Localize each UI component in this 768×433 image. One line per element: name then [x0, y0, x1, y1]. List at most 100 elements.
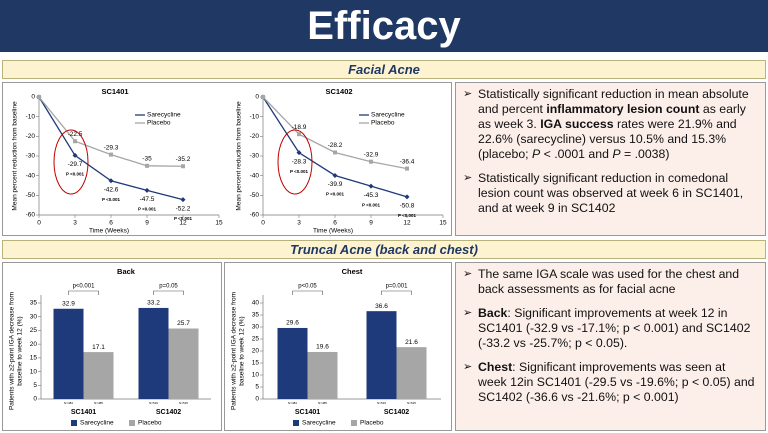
text-run: P — [532, 147, 541, 161]
text-run: as early as week 3. — [478, 102, 746, 131]
text-run: = .0038) — [620, 147, 670, 161]
p-bracket — [153, 290, 184, 295]
chart: Chest Patients with ≥2-point IGA decrease… — [231, 267, 441, 427]
y-tick-label: -20 — [26, 133, 36, 140]
y-tick-label: -60 — [26, 212, 36, 219]
bullet: Chest: Significant improvements was seen… — [463, 360, 757, 405]
bar — [168, 328, 199, 399]
n-label: N=515 — [407, 401, 416, 405]
y-tick-label: 35 — [30, 300, 38, 307]
bullet: Statistically significant reduction in m… — [463, 87, 757, 162]
legend-label: Sarecycline — [371, 112, 405, 119]
y-tick-label: -40 — [250, 172, 260, 179]
data-label: -35 — [142, 156, 152, 163]
n-label: N=515 — [179, 401, 188, 405]
p-value-label: P <0.001 — [326, 192, 345, 197]
n-label: N=485 — [94, 401, 103, 405]
marker — [368, 183, 374, 189]
y-tick-label: 0 — [33, 396, 37, 403]
data-label: 21.6 — [405, 339, 418, 346]
data-label: -18.9 — [292, 124, 307, 131]
bar — [307, 351, 338, 399]
text-run: Back — [478, 306, 508, 320]
truncal-text: The same IGA scale was used for the ches… — [455, 262, 766, 431]
marker — [405, 166, 409, 171]
chart: SC1402 Mean percent reduction from baseli… — [236, 87, 447, 235]
y-axis-label: Patients with ≥2-point IGA decrease from — [9, 292, 16, 410]
highlight-ellipse — [53, 129, 89, 195]
x-tick-label: 6 — [109, 220, 113, 227]
text-run: The same IGA scale was used for the ches… — [478, 267, 740, 296]
bullet: Back: Significant improvements at week 1… — [463, 306, 757, 351]
truncal-banner: Truncal Acne (back and chest) — [2, 240, 766, 259]
p-value-label: P <0.001 — [362, 202, 381, 207]
bar — [138, 307, 169, 399]
chart: Back Patients with ≥2-point IGA decrease … — [9, 267, 211, 427]
y-tick-label: -10 — [26, 113, 36, 120]
bar — [396, 347, 427, 399]
y-tick-label: 10 — [252, 372, 260, 379]
marker — [261, 95, 265, 99]
y-tick-label: 20 — [30, 341, 38, 348]
marker — [145, 163, 149, 168]
marker — [333, 150, 337, 155]
y-axis-label: baseline to week 12 (%) — [239, 316, 246, 385]
data-label: -50.8 — [400, 203, 415, 210]
facial-banner: Facial Acne — [2, 60, 766, 79]
chart-title: SC1401 — [101, 87, 128, 96]
chart-title: Chest — [342, 267, 363, 276]
y-tick-label: 10 — [30, 368, 38, 375]
y-tick-label: 25 — [252, 336, 260, 343]
data-label: -52.2 — [176, 205, 191, 212]
y-tick-label: -50 — [26, 192, 36, 199]
slide-title: Efficacy — [0, 0, 768, 52]
data-label: 36.6 — [375, 303, 388, 310]
chart-title: SC1402 — [325, 87, 352, 96]
facial-text: Statistically significant reduction in m… — [455, 82, 766, 236]
x-tick-label: SC1401 — [295, 409, 320, 416]
y-tick-label: 0 — [255, 396, 259, 403]
y-axis-label: Patients with ≥2-point IGA decrease from — [231, 292, 238, 410]
legend-label: Sarecycline — [80, 420, 114, 427]
chest-chart-panel: Chest Patients with ≥2-point IGA decrease… — [224, 262, 452, 431]
x-tick-label: 9 — [369, 220, 373, 227]
y-tick-label: -10 — [250, 113, 260, 120]
p-value-label: p=0.001 — [386, 284, 409, 290]
p-bracket — [381, 290, 412, 295]
x-tick-label: 6 — [333, 220, 337, 227]
x-tick-label: SC1402 — [156, 409, 181, 416]
x-tick-label: SC1402 — [384, 409, 409, 416]
marker — [296, 150, 302, 156]
x-tick-label: 0 — [37, 220, 41, 227]
data-label: 32.9 — [62, 300, 75, 307]
text-run: Statistically significant reduction in c… — [478, 171, 744, 215]
bullet-list: Statistically significant reduction in m… — [462, 87, 757, 216]
data-label: 25.7 — [177, 320, 190, 327]
bullet-list: The same IGA scale was used for the ches… — [462, 267, 757, 405]
back-chart-panel: Back Patients with ≥2-point IGA decrease … — [2, 262, 222, 431]
data-label: 19.6 — [316, 344, 329, 351]
legend-swatch — [129, 420, 135, 426]
x-axis-label: Time (Weeks) — [89, 228, 129, 235]
y-tick-label: 5 — [255, 384, 259, 391]
p-value-label: P <0.001 — [66, 172, 85, 177]
line — [262, 96, 408, 170]
p-bracket — [68, 290, 99, 295]
marker — [369, 159, 373, 164]
y-tick-label: 20 — [252, 348, 260, 355]
y-tick-label: 30 — [30, 313, 38, 320]
y-tick-label: -40 — [26, 172, 36, 179]
text-run: : Significant improvements at week 12 in… — [478, 306, 751, 350]
legend-label: Sarecycline — [147, 112, 181, 119]
x-tick-label: SC1401 — [71, 409, 96, 416]
x-tick-label: 12 — [179, 220, 187, 227]
y-tick-label: 15 — [30, 355, 38, 362]
y-tick-label: 0 — [31, 94, 35, 101]
data-label: -39.9 — [328, 181, 343, 188]
facial-chart-panel: SC1401 Mean percent reduction from baseli… — [2, 82, 452, 236]
text-run: Statistically significant reduction in m… — [478, 87, 749, 116]
y-tick-label: -30 — [250, 153, 260, 160]
y-axis-label: Mean percent reduction from baseline — [12, 101, 19, 211]
marker — [181, 164, 185, 169]
